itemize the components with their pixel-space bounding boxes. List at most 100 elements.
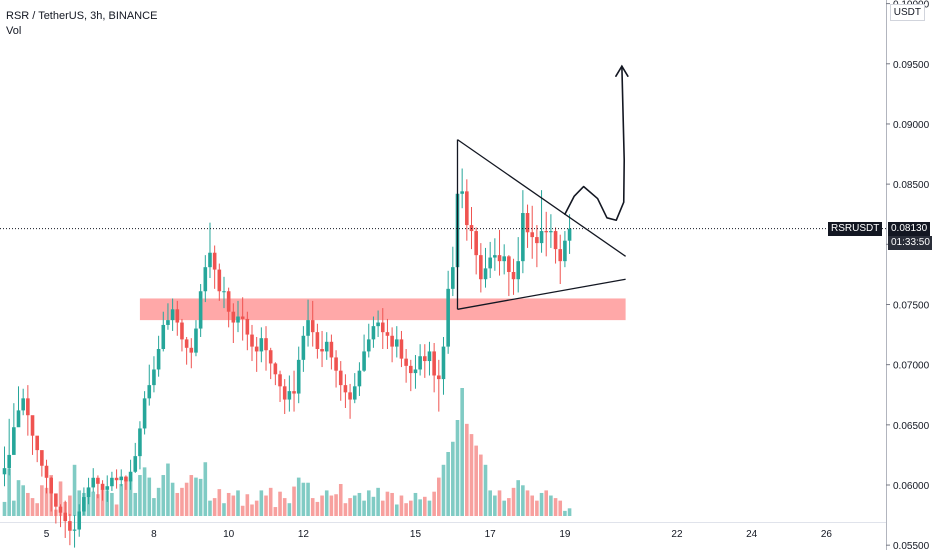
volume-bar: [292, 486, 296, 516]
candle-body: [516, 261, 520, 280]
candle-body: [338, 370, 343, 386]
candle-body: [357, 370, 362, 387]
volume-bar: [268, 487, 273, 516]
candle-body: [376, 322, 380, 327]
candle-body: [152, 369, 156, 386]
candle-body: [549, 231, 553, 233]
candle-body: [231, 311, 236, 323]
volume-bar: [366, 490, 371, 516]
volume-bar: [385, 491, 390, 516]
volume-bar: [180, 487, 184, 516]
volume-bar: [465, 423, 469, 516]
volume-bar: [567, 508, 572, 516]
candle-body: [427, 351, 432, 362]
volume-bar: [418, 499, 422, 516]
candle-body: [502, 256, 506, 262]
candle-body: [343, 385, 348, 393]
volume-bar: [273, 507, 278, 516]
volume-bar: [100, 489, 105, 516]
projection-arrow-head: [615, 64, 629, 77]
candle-body: [26, 398, 30, 416]
candle-body: [329, 341, 334, 358]
candle-body: [58, 506, 63, 513]
candle-body: [507, 256, 511, 272]
candle-body: [479, 255, 483, 280]
candle-body: [91, 477, 96, 488]
volume-bar: [77, 490, 82, 516]
volume-bar: [390, 492, 394, 516]
volume-bar: [535, 500, 539, 516]
candle-body: [82, 497, 86, 512]
candle-body: [12, 427, 16, 455]
candle-body: [399, 339, 404, 359]
candle-body: [147, 385, 152, 399]
volume-bar: [68, 495, 72, 516]
candle-body: [460, 191, 464, 194]
candle-body: [408, 365, 413, 374]
candle-body: [380, 322, 385, 333]
volume-bar: [404, 503, 408, 516]
volume-bar: [26, 492, 30, 516]
volume-bar: [96, 494, 100, 516]
candle-body: [301, 335, 306, 360]
candle-body: [96, 477, 100, 484]
candle-body: [124, 476, 128, 482]
volume-bar: [21, 485, 25, 516]
candle-body: [100, 483, 105, 490]
volume-bar: [371, 496, 376, 516]
volume-bar: [493, 495, 497, 516]
price-axis-label: 0.06000: [893, 481, 930, 492]
volume-bar: [511, 487, 516, 516]
candle-body: [268, 350, 273, 364]
candle-body: [451, 267, 455, 289]
triangle-lower-line: [457, 278, 626, 310]
candle-body: [390, 335, 394, 347]
candle-body: [44, 465, 49, 478]
volume-bar: [110, 492, 114, 516]
volume-bar: [128, 477, 133, 516]
candle-body: [539, 231, 544, 244]
triangle-upper-line: [457, 139, 626, 257]
candle-body: [324, 341, 329, 352]
volume-bar: [348, 498, 352, 516]
volume-bar: [432, 491, 436, 516]
candle-body: [282, 386, 287, 400]
candle-body: [194, 328, 198, 353]
volume-bar: [231, 495, 236, 516]
volume-bar: [222, 503, 226, 516]
candle-body: [184, 339, 189, 348]
candle-body: [156, 349, 161, 370]
candle-body: [2, 468, 7, 475]
candle-body: [315, 332, 320, 350]
candle-body: [21, 398, 25, 411]
candle-body: [535, 237, 539, 244]
volume-bar: [329, 495, 334, 516]
volume-bar: [2, 501, 7, 516]
candle-body: [385, 332, 390, 336]
volume-indicator-label[interactable]: Vol: [6, 25, 22, 37]
volume-bar: [217, 489, 222, 516]
candle-body: [488, 257, 492, 269]
volume-bar: [72, 464, 77, 516]
chart-legend: RSR / TetherUS, 3h, BINANCE Vol: [6, 9, 157, 39]
candle-body: [497, 255, 502, 262]
volume-bar: [282, 498, 287, 516]
candle-body: [54, 493, 58, 507]
currency-unit-button[interactable]: USDT: [889, 4, 925, 21]
candle-body: [418, 356, 422, 370]
volume-bar: [198, 478, 203, 516]
price-axis-label: 0.05500: [893, 541, 930, 550]
candle-body: [217, 269, 222, 292]
time-axis-label: 22: [671, 529, 683, 540]
candle-body: [530, 232, 535, 238]
volume-bar: [427, 500, 432, 516]
volume-bar: [474, 445, 478, 516]
volume-bar: [296, 477, 301, 516]
volume-bar: [278, 491, 282, 516]
symbol-title[interactable]: RSR / TetherUS, 3h, BINANCE: [6, 10, 158, 22]
candle-body: [474, 231, 478, 256]
candle-body: [493, 255, 497, 258]
candle-body: [240, 316, 245, 319]
